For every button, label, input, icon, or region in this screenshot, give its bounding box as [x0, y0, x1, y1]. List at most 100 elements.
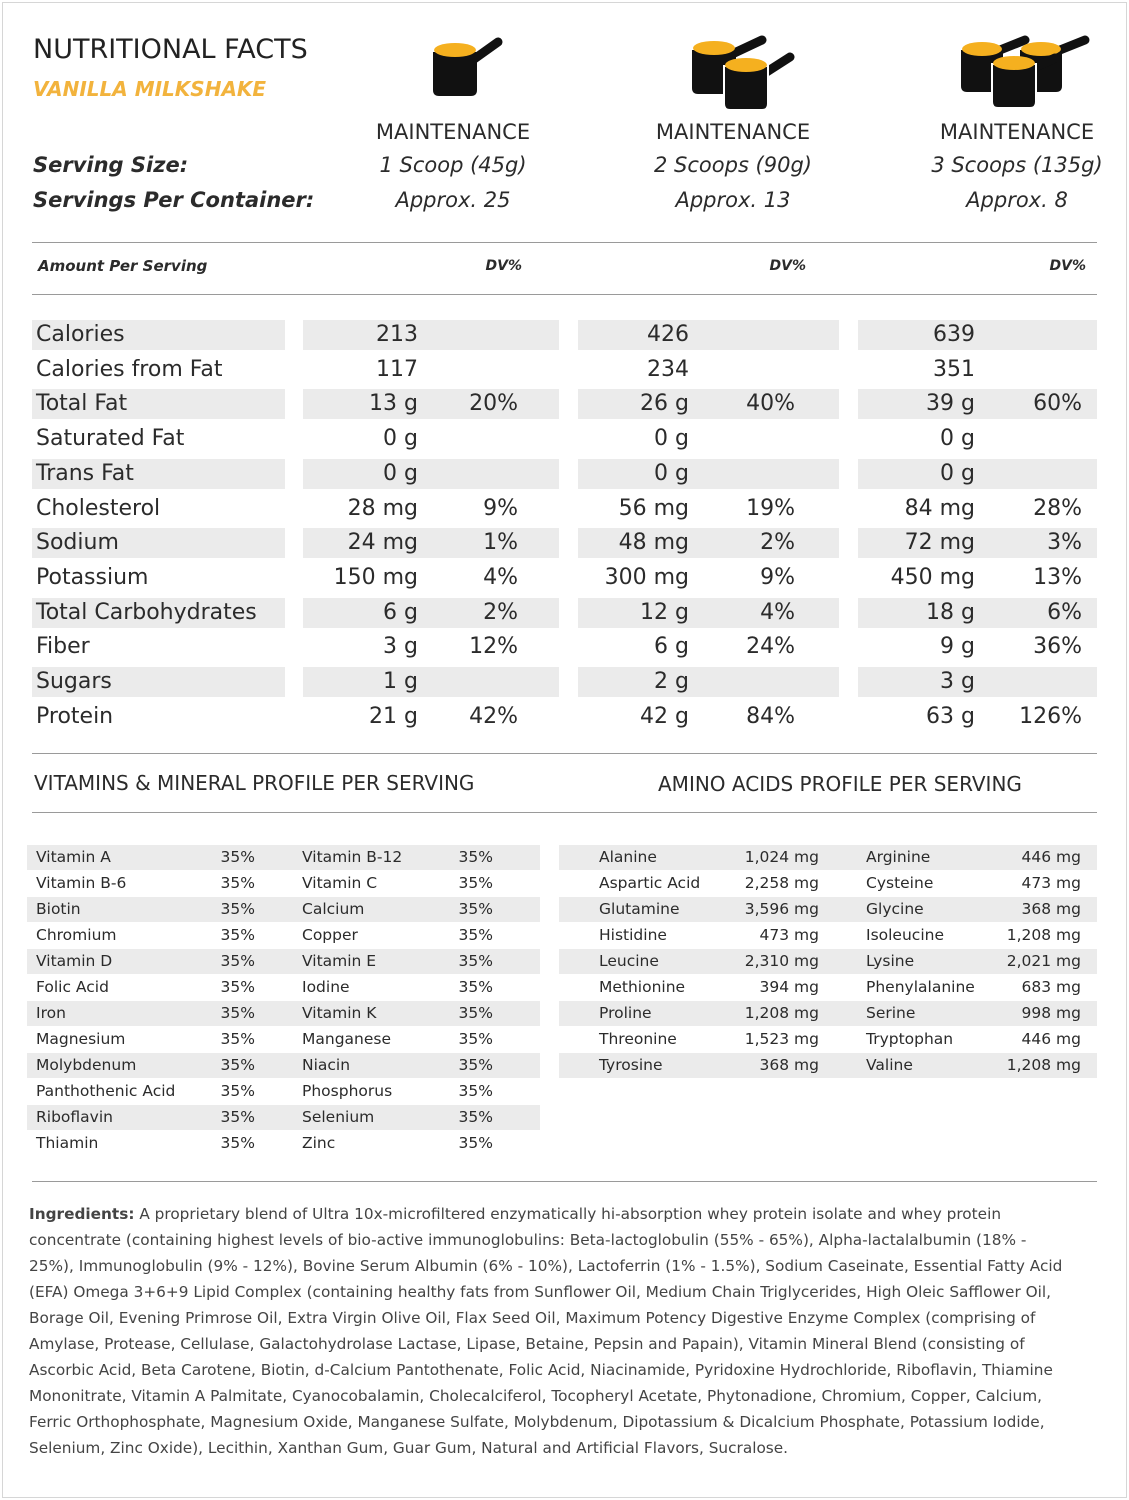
amino-name: Glutamine	[599, 900, 680, 918]
amino-amount: 683 mg	[1021, 978, 1081, 996]
amino-amount: 3,596 mg	[744, 900, 819, 918]
amino-amount: 446 mg	[1021, 1030, 1081, 1048]
nutrient-dv: 9%	[760, 564, 795, 590]
vitamin-dv: 35%	[458, 848, 493, 866]
nutrient-name: Protein	[36, 703, 114, 729]
nutrient-amount: 9 g	[940, 634, 975, 660]
ingredients-text: A proprietary blend of Ultra 10x-microfi…	[29, 1205, 1063, 1457]
row-shade	[559, 949, 1097, 974]
nutrient-dv: 84%	[746, 703, 795, 729]
nutrient-dv: 12%	[469, 634, 518, 660]
dv-header: DV%	[1049, 258, 1086, 274]
vitamin-dv: 35%	[220, 952, 255, 970]
amount-label: Amount Per Serving	[38, 257, 208, 275]
row-shade	[858, 528, 1097, 559]
row-shade	[32, 528, 285, 559]
nutrient-dv: 3%	[1047, 530, 1082, 556]
nutrient-amount: 72 mg	[904, 530, 975, 556]
nutrient-amount: 117	[376, 356, 418, 382]
vitamin-dv: 35%	[220, 1056, 255, 1074]
row-shade	[303, 320, 559, 350]
subtitle: VANILLA MILKSHAKE	[33, 77, 267, 101]
vitamin-dv: 35%	[220, 848, 255, 866]
vitamin-dv: 35%	[220, 1108, 255, 1126]
nutrient-amount: 28 mg	[347, 495, 418, 521]
plan-name: MAINTENANCE	[939, 120, 1095, 144]
nutrient-name: Calories from Fat	[36, 356, 223, 382]
nutrient-amount: 300 mg	[604, 564, 689, 590]
nutrient-amount: 351	[933, 356, 975, 382]
row-shade	[578, 320, 839, 350]
nutrient-dv: 60%	[1033, 391, 1082, 417]
divider	[32, 753, 1097, 754]
vitamin-dv: 35%	[458, 1108, 493, 1126]
vitamin-dv: 35%	[220, 900, 255, 918]
row-shade	[578, 458, 839, 489]
row-shade	[303, 389, 559, 420]
row-shade	[303, 458, 559, 489]
amino-name: Proline	[599, 1004, 652, 1022]
nutrient-dv: 9%	[483, 495, 518, 521]
row-shade	[27, 949, 540, 974]
row-shade	[32, 458, 285, 489]
nutrient-amount: 639	[933, 322, 975, 347]
amino-name: Glycine	[866, 900, 924, 918]
vitamin-dv: 35%	[220, 1134, 255, 1152]
vitamin-dv: 35%	[458, 874, 493, 892]
nutrient-dv: 4%	[483, 564, 518, 590]
plan-name: MAINTENANCE	[375, 120, 531, 144]
nutrient-amount: 26 g	[640, 391, 689, 417]
row-shade	[27, 845, 540, 870]
nutrient-dv: 2%	[760, 530, 795, 556]
nutrient-name: Saturated Fat	[36, 426, 185, 452]
nutrient-amount: 0 g	[383, 460, 418, 486]
nutrient-dv: 20%	[469, 391, 518, 417]
amino-amount: 1,523 mg	[744, 1030, 819, 1048]
plan-name: MAINTENANCE	[655, 120, 811, 144]
serving-size: 3 Scoops (135g)	[931, 153, 1103, 177]
row-shade	[578, 597, 839, 628]
vitamin-name: Riboflavin	[36, 1108, 113, 1126]
vitamin-dv: 35%	[220, 1082, 255, 1100]
nutrient-amount: 21 g	[369, 703, 418, 729]
nutrient-amount: 0 g	[383, 426, 418, 452]
amino-name: Histidine	[599, 926, 667, 944]
row-shade	[303, 667, 559, 697]
vitamin-name: Vitamin A	[36, 848, 111, 866]
nutrient-dv: 4%	[760, 599, 795, 625]
row-shade	[27, 1053, 540, 1078]
row-shade	[858, 320, 1097, 350]
servings-per-container: Approx. 25	[395, 188, 511, 212]
serving-size-label: Serving Size:	[33, 153, 189, 177]
nutrient-name: Total Fat	[36, 391, 128, 417]
row-shade	[559, 897, 1097, 922]
dv-header: DV%	[485, 258, 522, 274]
row-shade	[578, 667, 839, 697]
vitamin-name: Vitamin D	[36, 952, 113, 970]
nutrient-dv: 6%	[1047, 599, 1082, 625]
row-shade	[303, 597, 559, 628]
row-shade	[27, 1001, 540, 1026]
divider	[32, 294, 1097, 295]
row-shade	[32, 320, 285, 350]
servings-per-container-label: Servings Per Container:	[33, 188, 315, 212]
nutrient-name: Calories	[36, 322, 125, 347]
vitamin-dv: 35%	[458, 926, 493, 944]
row-shade	[32, 389, 285, 420]
nutrient-dv: 42%	[469, 703, 518, 729]
row-shade	[27, 1105, 540, 1130]
nutrient-amount: 48 mg	[618, 530, 689, 556]
nutrient-dv: 40%	[746, 391, 795, 417]
vitamin-dv: 35%	[220, 978, 255, 996]
amino-name: Arginine	[866, 848, 931, 866]
nutrient-amount: 39 g	[926, 391, 975, 417]
nutrient-dv: 1%	[483, 530, 518, 556]
amino-name: Tryptophan	[866, 1030, 954, 1048]
vitamin-name: Vitamin B-6	[36, 874, 127, 892]
nutrient-amount: 42 g	[640, 703, 689, 729]
vitamin-name: Folic Acid	[36, 978, 109, 996]
serving-size: 2 Scoops (90g)	[654, 153, 812, 177]
nutrient-amount: 234	[647, 356, 689, 382]
amino-name: Phenylalanine	[866, 978, 975, 996]
amino-name: Isoleucine	[866, 926, 944, 944]
